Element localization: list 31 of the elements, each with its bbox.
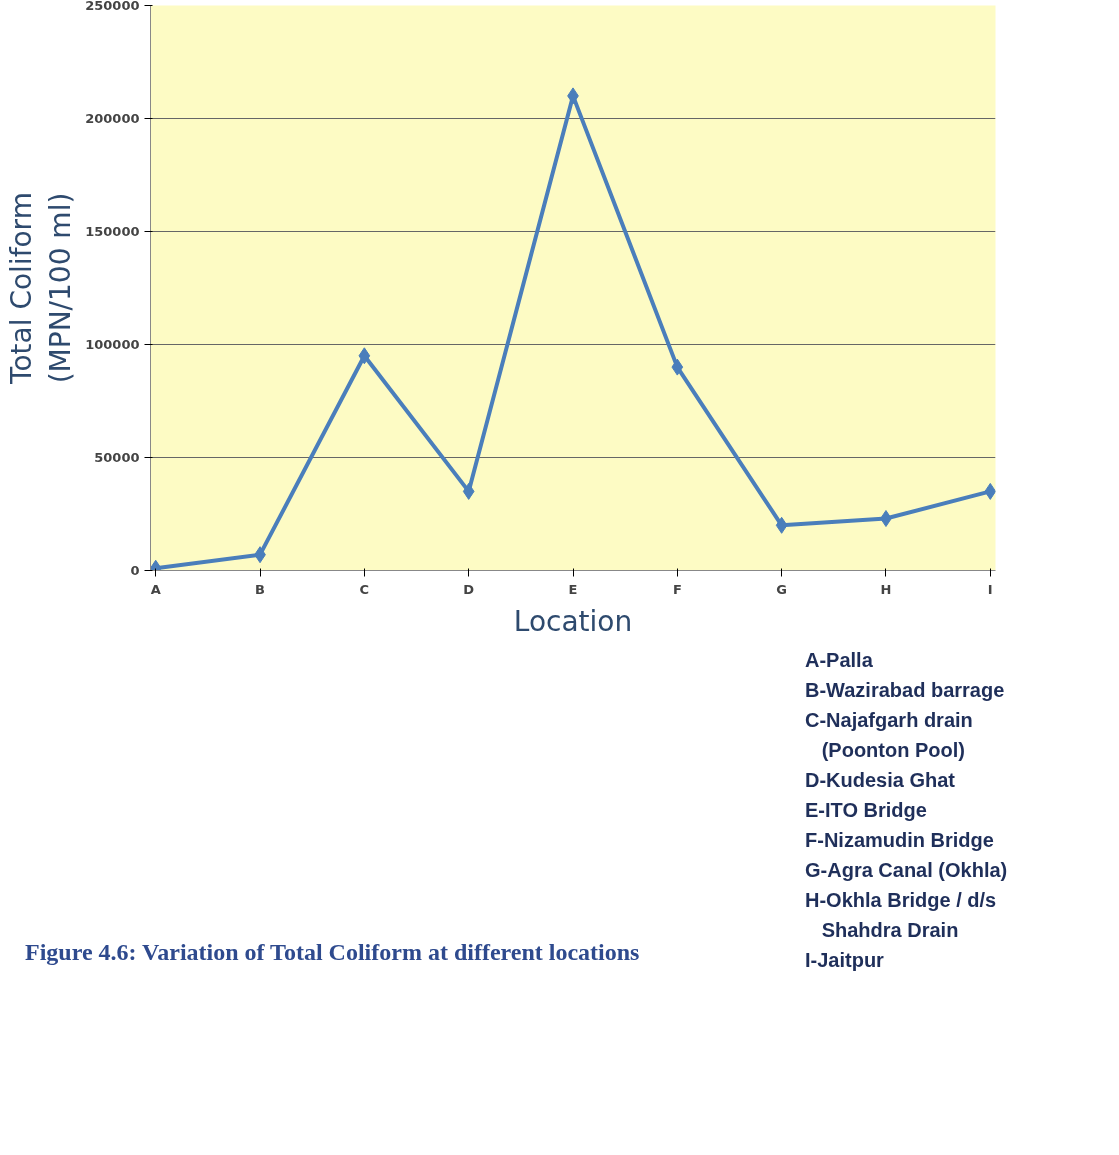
y-tick-label: 50000 — [94, 450, 140, 465]
text: F-Nizamudin Bridge — [805, 828, 995, 853]
x-tick-label: A — [150, 581, 161, 597]
x-tick-label: F — [672, 581, 682, 597]
point — [671, 358, 684, 376]
text: D-Kudesia Ghat — [805, 768, 957, 793]
y-axis-title: Total Coliform (MPN/100 ml) — [4, 192, 78, 385]
x-tick-label: H — [880, 581, 892, 597]
x-tick-label: G — [776, 581, 787, 597]
x-tick-label: E — [568, 581, 578, 597]
text: E-ITO Bridge — [805, 798, 928, 823]
text: B-Wazirabad barrage — [805, 678, 1006, 703]
x-tick-label: B — [255, 581, 265, 597]
text: H-Okhla Bridge / d/s Shahdra Drain — [805, 888, 998, 943]
y-tick-label: 100000 — [85, 337, 140, 352]
point — [775, 516, 788, 534]
point — [358, 347, 371, 365]
point — [462, 482, 475, 500]
x-tick-label: I — [987, 581, 993, 597]
x-tick-label: D — [463, 581, 475, 597]
text: G-Agra Canal (Okhla) — [805, 858, 1008, 883]
y-tick-label: 250000 — [85, 0, 140, 13]
caption: Figure 4.6: Variation of Total Coliform at different locations — [25, 938, 640, 967]
y-tick-label: 200000 — [85, 111, 140, 126]
text: I-Jaitpur — [805, 948, 885, 973]
y-tick-label: 150000 — [85, 224, 140, 239]
text: A-Palla — [805, 648, 874, 673]
y-tick-label: 0 — [130, 563, 140, 578]
x-axis-title: Location — [513, 604, 633, 638]
x-tick-label: C — [359, 581, 370, 597]
text: C-Najafgarh drain (Poonton Pool) — [805, 708, 974, 763]
